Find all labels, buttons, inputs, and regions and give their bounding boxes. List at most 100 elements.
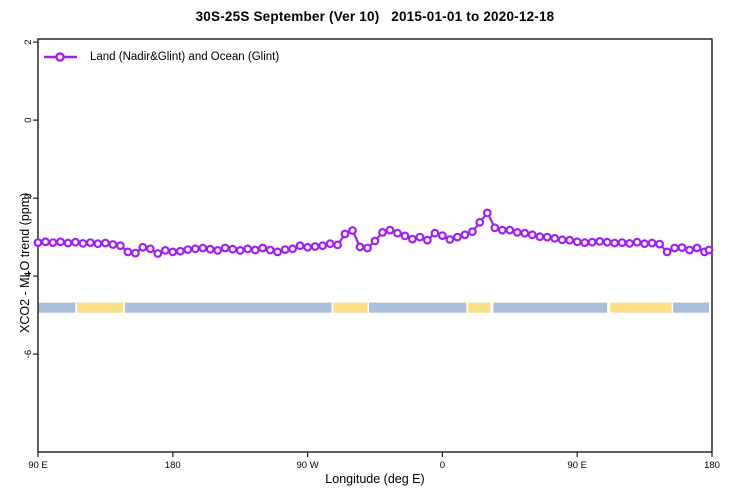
legend: Land (Nadir&Glint) and Ocean (Glint) [43,49,279,65]
data-point [704,245,714,255]
data-point [213,245,223,255]
data-point [550,233,560,243]
data-point [168,247,178,257]
data-point [175,246,185,256]
data-point [340,229,350,239]
data-point [393,228,402,238]
data-point [93,239,103,249]
surface-band-land [76,302,124,313]
data-point [190,244,200,254]
data-point [692,243,702,253]
x-tick-label: 180 [165,460,181,471]
data-point [138,242,148,252]
data-point [677,243,687,253]
data-point [303,242,313,252]
data-point [408,234,417,244]
data-point [527,230,537,240]
data-point [490,223,500,233]
surface-band-ocean [673,302,709,313]
surface-band-land [333,302,368,313]
data-point [400,231,410,241]
data-point [587,237,597,247]
data-point [640,239,649,249]
data-point [63,238,73,248]
data-point [325,239,335,249]
data-point [250,245,260,255]
data-point [288,244,298,254]
data-point [423,235,432,245]
legend-marker-icon [44,52,77,62]
data-point [520,228,530,238]
data-point [33,238,43,248]
data-point [145,244,155,254]
data-point [415,232,425,242]
data-point [602,237,612,247]
x-axis-title: Longitude (deg E) [325,472,425,486]
data-point [370,236,380,246]
data-point [557,235,567,245]
data-point [348,226,357,235]
data-point [617,238,627,248]
data-point [280,245,290,255]
data-point [685,245,694,255]
surface-band-ocean [369,302,467,313]
data-point [100,238,110,248]
surface-band-ocean [124,302,332,313]
data-point [453,232,462,242]
data-point [542,232,552,242]
x-tick-label: 90 E [567,460,587,471]
surface-band-ocean [38,302,76,313]
data-point [160,245,170,255]
y-axis-title: XCO2 - MLO trend (ppm) [18,192,32,333]
data-point [243,244,253,254]
data-point [430,228,440,238]
y-tick-label: -4 [23,272,34,280]
data-point [445,235,455,244]
data-point [363,243,372,253]
data-point [220,243,230,253]
surface-band-ocean [493,302,608,313]
data-point [460,230,470,240]
data-point [595,236,605,246]
data-point [295,241,305,251]
data-point [183,245,193,255]
data-point [355,242,365,252]
data-point [123,247,133,257]
data-point [310,242,320,251]
data-point [625,238,634,248]
data-point [378,227,387,237]
data-point [572,237,582,247]
data-point [647,238,657,248]
data-point [273,247,283,257]
data-point [130,248,140,258]
data-point [385,225,395,235]
data-point [70,237,80,247]
data-point [655,239,664,249]
data-point [333,240,343,250]
data-point [482,208,492,218]
data-point [565,235,575,245]
data-point [438,231,447,241]
surface-band-land [467,302,491,313]
data-point [535,232,545,242]
data-point [153,249,163,258]
data-point [198,243,208,253]
data-point [610,238,619,248]
data-point [512,227,522,237]
data-point [48,238,58,248]
data-point [205,244,215,254]
data-point [265,245,275,255]
y-tick-label: -2 [23,194,34,202]
data-point [85,238,95,248]
data-point [632,237,642,247]
data-point [78,238,88,248]
data-point [475,217,485,227]
data-point [258,243,268,253]
data-point [56,237,65,247]
data-point [505,225,515,235]
data-point [318,241,328,251]
data-point [662,247,672,257]
data-point [580,238,590,248]
x-tick-label: 90 E [28,460,48,471]
